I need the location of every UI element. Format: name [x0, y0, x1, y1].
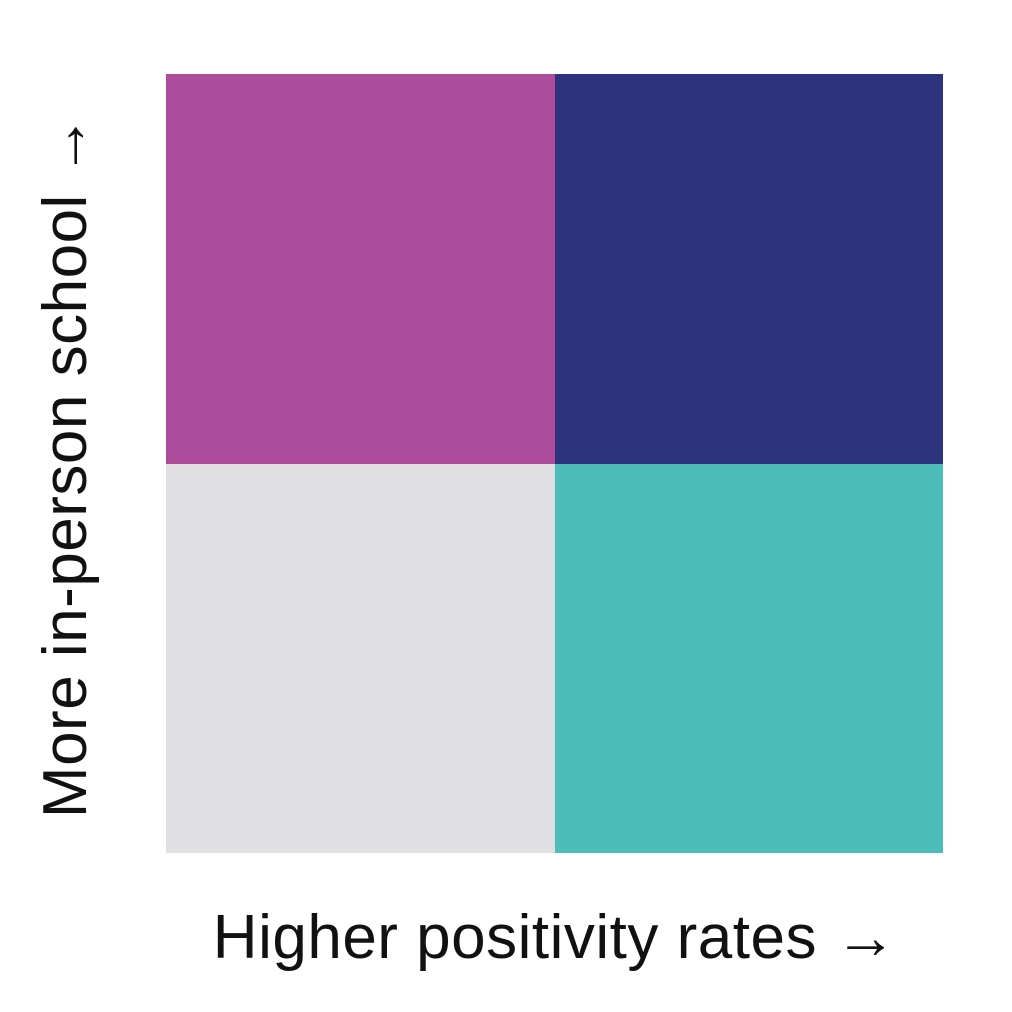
y-axis-label: More in-person school → — [31, 113, 100, 819]
x-axis-label: Higher positivity rates → — [212, 903, 898, 972]
cell-bottom-right-teal — [554, 463, 943, 853]
cell-top-right-navy — [554, 74, 943, 464]
quadrant-grid — [166, 74, 943, 853]
cell-bottom-left-gray — [166, 463, 555, 853]
cell-top-left-purple — [166, 74, 555, 464]
